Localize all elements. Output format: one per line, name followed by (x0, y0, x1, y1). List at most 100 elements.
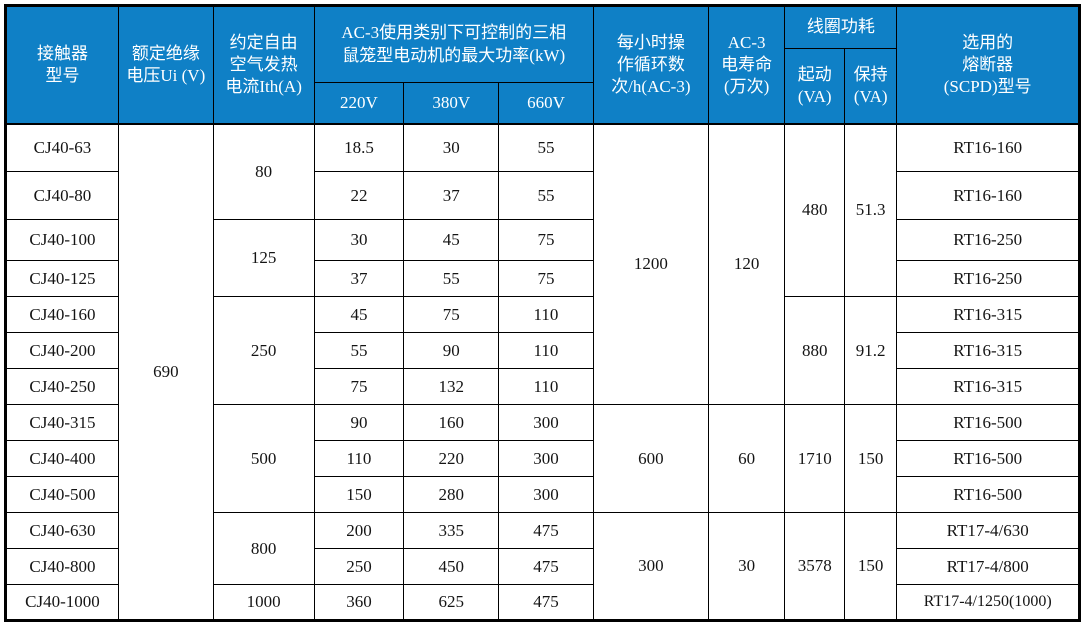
cell-kw-380: 335 (403, 512, 500, 549)
cell-kw-380: 75 (403, 296, 500, 333)
cell-coil-start-group: 3578 (784, 512, 845, 621)
table-row: CJ40-400 110 220 300 RT16-500 (5, 440, 1080, 477)
cell-fuse: RT16-315 (896, 332, 1080, 369)
cell-kw-380: 37 (403, 171, 500, 220)
cell-kw-660: 475 (498, 584, 594, 621)
cell-model: CJ40-125 (5, 260, 119, 297)
cell-kw-660: 475 (498, 548, 594, 585)
cell-kw-660: 110 (498, 368, 594, 405)
cell-ith-group: 1000 (212, 584, 315, 621)
cell-cycles-group: 600 (592, 404, 709, 513)
cell-kw-220: 90 (313, 404, 405, 441)
header-kw-220v: 220V (313, 82, 405, 124)
cell-kw-220: 200 (313, 512, 405, 549)
cell-fuse: RT16-500 (896, 404, 1080, 441)
cell-model: CJ40-63 (5, 122, 119, 172)
cell-ith-group: 500 (212, 404, 315, 513)
cell-kw-220: 360 (313, 584, 405, 621)
table-row: CJ40-80 22 37 55 RT16-160 (5, 171, 1080, 220)
cell-kw-220: 55 (313, 332, 405, 369)
cell-cycles-group: 1200 (592, 122, 709, 405)
cell-kw-220: 75 (313, 368, 405, 405)
cell-kw-380: 450 (403, 548, 500, 585)
table-row: CJ40-630 800 200 335 475 300 30 3578 150… (5, 512, 1080, 621)
header-rated-voltage: 额定绝缘 电压Ui (V) (117, 5, 214, 124)
header-fuse: 选用的 熔断器 (SCPD)型号 (896, 5, 1080, 124)
table-row: CJ40-125 37 55 75 RT16-250 (5, 260, 1080, 297)
cell-kw-380: 280 (403, 476, 500, 513)
cell-coil-hold-group: 150 (843, 404, 898, 513)
header-electrical-life: AC-3 电寿命 (万次) (707, 5, 786, 124)
cell-fuse: RT16-160 (896, 171, 1080, 220)
cell-kw-220: 110 (313, 440, 405, 477)
cell-kw-380: 45 (403, 219, 500, 261)
header-coil-hold: 保持 (VA) (843, 48, 898, 124)
cell-kw-380: 90 (403, 332, 500, 369)
cell-kw-660: 110 (498, 296, 594, 333)
cell-kw-220: 250 (313, 548, 405, 585)
cell-ui-merged: 690 (117, 122, 214, 621)
table-row: CJ40-160 250 45 75 110 880 91.2 RT16-315 (5, 296, 1080, 405)
table-row: CJ40-200 55 90 110 RT16-315 (5, 332, 1080, 369)
table-row: CJ40-63 690 80 18.5 30 55 1200 120 480 5… (5, 122, 1080, 621)
cell-ith-group: 800 (212, 512, 315, 585)
cell-model: CJ40-800 (5, 548, 119, 585)
cell-kw-380: 160 (403, 404, 500, 441)
cell-coil-start-group: 880 (784, 296, 845, 405)
table-body: CJ40-63 690 80 18.5 30 55 1200 120 480 5… (5, 122, 1080, 621)
cell-model: CJ40-100 (5, 219, 119, 261)
cell-kw-660: 55 (498, 122, 594, 172)
cell-kw-220: 18.5 (313, 122, 405, 172)
cell-kw-660: 75 (498, 260, 594, 297)
cell-coil-hold-group: 150 (843, 512, 898, 621)
cell-ith-group: 250 (212, 296, 315, 405)
cell-kw-380: 220 (403, 440, 500, 477)
cell-model: CJ40-1000 (5, 584, 119, 621)
header-row-2: 起动 (VA) 保持 (VA) (6, 48, 1080, 124)
cell-kw-220: 37 (313, 260, 405, 297)
cell-fuse: RT17-4/1250(1000) (896, 584, 1080, 621)
cell-ith-group: 125 (212, 219, 315, 297)
cell-kw-380: 55 (403, 260, 500, 297)
table-row: CJ40-315 500 90 160 300 600 60 1710 150 … (5, 404, 1080, 513)
cell-life-group: 30 (707, 512, 786, 621)
cell-model: CJ40-160 (5, 296, 119, 333)
cell-kw-660: 300 (498, 476, 594, 513)
cell-kw-660: 300 (498, 404, 594, 441)
header-thermal-current: 约定自由 空气发热 电流Ith(A) (212, 5, 315, 124)
cell-kw-660: 110 (498, 332, 594, 369)
cell-model: CJ40-250 (5, 368, 119, 405)
cell-model: CJ40-630 (5, 512, 119, 549)
cell-kw-660: 475 (498, 512, 594, 549)
cell-kw-220: 22 (313, 171, 405, 220)
cell-kw-220: 45 (313, 296, 405, 333)
cell-model: CJ40-315 (5, 404, 119, 441)
cell-kw-660: 300 (498, 440, 594, 477)
header-kw-660v: 660V (498, 82, 594, 124)
cell-kw-220: 150 (313, 476, 405, 513)
cell-fuse: RT16-315 (896, 296, 1080, 333)
header-coil-power-group: 线圈功耗 (784, 5, 898, 49)
cell-kw-220: 30 (313, 219, 405, 261)
header-cycles-per-hour: 每小时操 作循环数 次/h(AC-3) (592, 5, 709, 124)
cell-kw-380: 30 (403, 122, 500, 172)
cell-fuse: RT16-500 (896, 476, 1080, 513)
cell-model: CJ40-500 (5, 476, 119, 513)
table-row: CJ40-800 250 450 475 RT17-4/800 (5, 548, 1080, 585)
cell-life-group: 60 (707, 404, 786, 513)
table-row: CJ40-500 150 280 300 RT16-500 (5, 476, 1080, 513)
cell-kw-660: 75 (498, 219, 594, 261)
header-kw-380v: 380V (403, 82, 500, 124)
cell-kw-380: 132 (403, 368, 500, 405)
header-coil-start: 起动 (VA) (784, 48, 845, 124)
cell-fuse: RT17-4/630 (896, 512, 1080, 549)
table-row: CJ40-1000 1000 360 625 475 RT17-4/1250(1… (5, 584, 1080, 621)
header-row-3: 220V 380V 660V (6, 82, 1080, 124)
cell-model: CJ40-400 (5, 440, 119, 477)
header-kw-group: AC-3使用类别下可控制的三相 鼠笼型电动机的最大功率(kW) (313, 5, 594, 83)
cell-fuse: RT16-250 (896, 260, 1080, 297)
cell-model: CJ40-200 (5, 332, 119, 369)
cell-fuse: RT16-250 (896, 219, 1080, 261)
cell-fuse: RT17-4/800 (896, 548, 1080, 585)
table-header: 接触器 型号 额定绝缘 电压Ui (V) 约定自由 空气发热 电流Ith(A) … (5, 5, 1080, 124)
